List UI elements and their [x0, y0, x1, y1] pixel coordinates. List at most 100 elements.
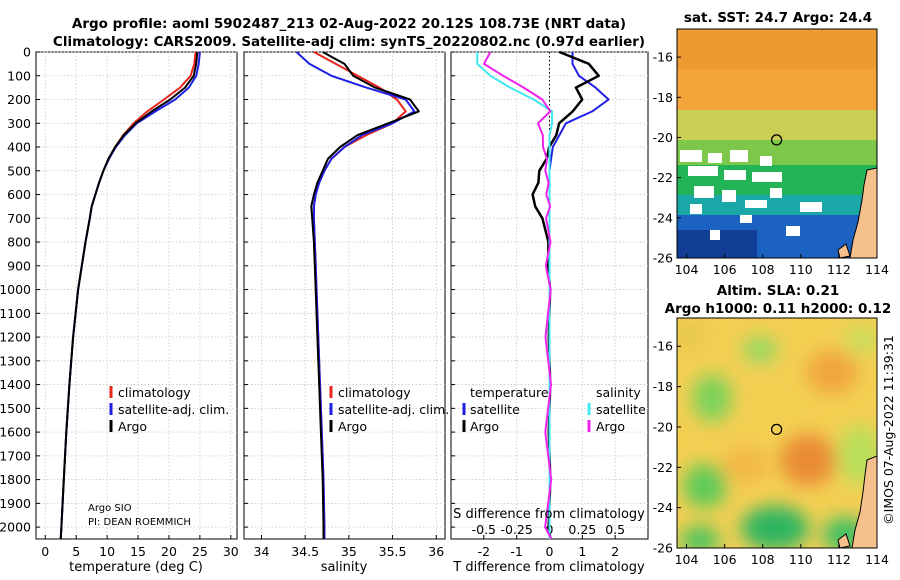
- map-y-tick-label: -18: [653, 90, 673, 105]
- x-tick-label: 34: [254, 544, 270, 559]
- sla-map-field: [677, 318, 877, 548]
- s-tick-label: 0.25: [568, 522, 596, 537]
- map-y-tick-label: -26: [653, 541, 673, 556]
- x-tick-label: 0: [546, 544, 554, 559]
- sla-argo-position-marker: [770, 423, 783, 436]
- map-x-tick-label: 112: [827, 552, 851, 567]
- difference-xlabel: T difference from climatology: [452, 560, 645, 575]
- y-tick-label: 1700: [0, 448, 31, 463]
- map-y-tick-label: -24: [653, 500, 673, 515]
- map-x-tick-label: 110: [789, 552, 813, 567]
- y-tick-label: 200: [7, 92, 31, 107]
- map-x-tick-label: 112: [827, 262, 851, 277]
- temperature-panel: 0100200300400500600700800900100011001200…: [0, 45, 239, 576]
- sla-map-title-line2: Argo h1000: 0.11 h2000: 0.12: [665, 301, 892, 317]
- y-tick-label: 1400: [0, 377, 31, 392]
- figure-title-line2: Climatology: CARS2009. Satellite-adj cli…: [53, 34, 645, 50]
- map-x-tick-label: 106: [713, 552, 737, 567]
- map-y-tick-label: -16: [653, 339, 673, 354]
- sst-map-frame: [676, 28, 878, 259]
- y-tick-label: 700: [7, 211, 31, 226]
- legend-label-climatology: climatology: [118, 385, 191, 400]
- pi-label: PI: DEAN ROEMMICH: [88, 517, 191, 528]
- y-tick-label: 2000: [0, 520, 31, 535]
- map-y-tick-label: -20: [653, 130, 673, 145]
- difference-legend: temperature salinity satellite Argo sate…: [462, 385, 646, 434]
- temperature-legend: climatology satellite-adj. clim. Argo: [109, 385, 229, 434]
- legend-header-salinity: salinity: [596, 385, 641, 400]
- x-tick-label: 35: [341, 544, 357, 559]
- salinity-panel: 34 34.5 35 35.5 36 salinity: [243, 51, 446, 575]
- sla-map-panel: Altim. SLA: 0.21 Argo h1000: 0.11 h2000:…: [653, 283, 892, 567]
- temperature-axes-box: [35, 51, 238, 540]
- legend-label-climatology: climatology: [338, 385, 411, 400]
- map-x-tick-label: 104: [675, 552, 699, 567]
- x-tick-label: 10: [99, 544, 115, 559]
- map-y-tick-label: -24: [653, 210, 673, 225]
- salinity-legend: climatology satellite-adj. clim. Argo: [329, 385, 449, 434]
- x-tick-label: 35.5: [379, 544, 407, 559]
- legend-label-argo: Argo: [118, 419, 147, 434]
- s-tick-label: 0.5: [605, 522, 625, 537]
- temperature-xlabel: temperature (deg C): [69, 560, 203, 575]
- x-tick-label: 25: [192, 544, 208, 559]
- x-tick-label: 36: [428, 544, 444, 559]
- x-tick-label: -1: [510, 544, 522, 559]
- map-y-tick-label: -18: [653, 379, 673, 394]
- y-tick-label: 1500: [0, 401, 31, 416]
- series-line-argo: [59, 51, 199, 540]
- map-x-tick-label: 114: [865, 552, 889, 567]
- s-difference-xlabel: S difference from climatology: [453, 507, 645, 522]
- x-tick-label: 15: [130, 544, 146, 559]
- map-y-tick-label: -22: [653, 170, 673, 185]
- y-tick-label: 0: [23, 45, 31, 60]
- series-line-s-argo: [483, 51, 553, 540]
- x-tick-label: 30: [223, 544, 239, 559]
- map-x-tick-label: 114: [865, 262, 889, 277]
- y-tick-label: 400: [7, 140, 31, 155]
- sla-map-title-line1: Altim. SLA: 0.21: [717, 283, 839, 299]
- y-tick-label: 1300: [0, 353, 31, 368]
- y-tick-label: 1600: [0, 425, 31, 440]
- sst-map-title: sat. SST: 24.7 Argo: 24.4: [684, 10, 872, 26]
- x-tick-label: 20: [161, 544, 177, 559]
- x-tick-label: 5: [72, 544, 80, 559]
- y-tick-label: 1100: [0, 306, 31, 321]
- map-x-tick-label: 108: [751, 262, 775, 277]
- legend-header-temperature: temperature: [470, 385, 549, 400]
- sla-map-frame: [676, 317, 878, 549]
- series-line-argo: [310, 51, 420, 539]
- y-tick-label: 900: [7, 258, 31, 273]
- legend-label-satellite: satellite-adj. clim.: [118, 402, 229, 417]
- imos-credit: ©IMOS 07-Aug-2022 11:39:31: [881, 335, 896, 525]
- map-x-tick-label: 104: [675, 262, 699, 277]
- y-tick-label: 600: [7, 187, 31, 202]
- sst-map-panel: sat. SST: 24.7 Argo: 24.4: [653, 10, 889, 277]
- y-tick-label: 100: [7, 68, 31, 83]
- map-y-tick-label: -26: [653, 251, 673, 266]
- x-tick-label: 34.5: [291, 544, 319, 559]
- y-tick-label: 1800: [0, 472, 31, 487]
- map-x-tick-label: 108: [751, 552, 775, 567]
- x-tick-label: 0: [41, 544, 49, 559]
- y-tick-label: 800: [7, 235, 31, 250]
- y-tick-label: 1900: [0, 496, 31, 511]
- y-tick-label: 300: [7, 116, 31, 131]
- legend-label-satellite: satellite-adj. clim.: [338, 402, 449, 417]
- map-y-tick-label: -22: [653, 460, 673, 475]
- salinity-xlabel: salinity: [321, 560, 368, 575]
- legend-label-t-satellite: satellite: [470, 402, 520, 417]
- legend-label-argo: Argo: [338, 419, 367, 434]
- salinity-axes-box: [243, 51, 446, 540]
- figure-title-line1: Argo profile: aoml 5902487_213 02-Aug-20…: [72, 16, 626, 32]
- y-tick-label: 1000: [0, 282, 31, 297]
- argo-institution-label: Argo SIO: [88, 503, 132, 514]
- map-y-tick-label: -16: [653, 50, 673, 65]
- x-tick-label: 2: [611, 544, 619, 559]
- x-tick-label: -2: [478, 544, 490, 559]
- sst-argo-position-marker: [770, 134, 783, 146]
- map-y-tick-label: -20: [653, 419, 673, 434]
- difference-panel: -2 -1 0 1 2-0.5 -0.25 0 0.25 0.5 T difference fr…: [450, 50, 649, 575]
- x-tick-label: 1: [578, 544, 586, 559]
